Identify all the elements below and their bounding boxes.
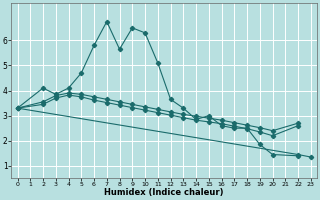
X-axis label: Humidex (Indice chaleur): Humidex (Indice chaleur) xyxy=(104,188,224,197)
